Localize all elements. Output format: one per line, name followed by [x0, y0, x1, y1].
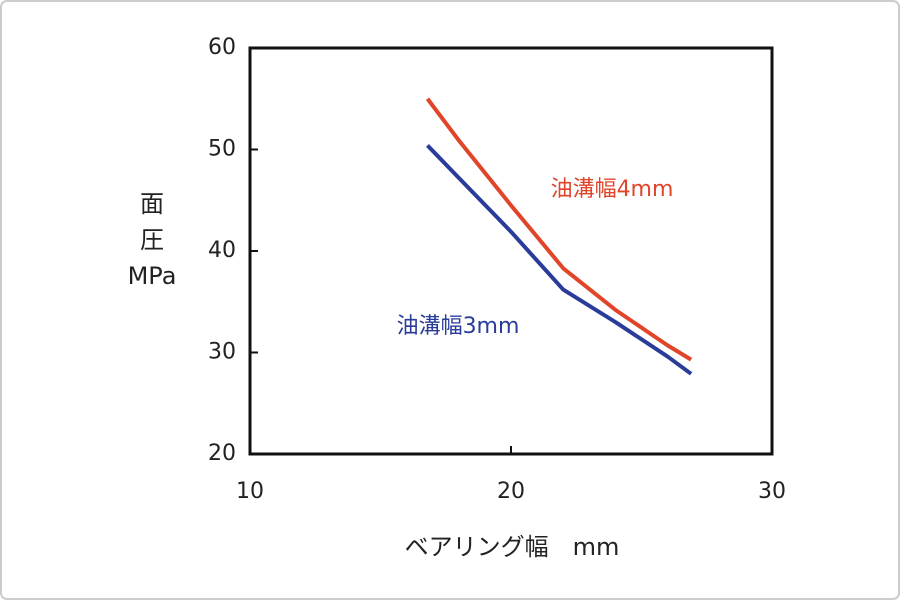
series-line	[426, 144, 693, 376]
y-axis-label: MPa	[128, 262, 177, 290]
series-line	[425, 97, 693, 362]
series-label: 油溝幅4mm	[551, 177, 674, 202]
y-tick-label: 50	[208, 137, 236, 162]
y-tick-label: 30	[208, 340, 236, 365]
y-tick-label: 20	[208, 441, 236, 466]
y-tick-label: 40	[208, 238, 236, 263]
series-label: 油溝幅3mm	[397, 314, 520, 339]
y-axis-label: 面	[140, 190, 164, 218]
x-tick-label: 20	[497, 479, 525, 504]
x-tick-label: 30	[758, 479, 786, 504]
y-tick-label: 60	[208, 35, 236, 60]
y-axis-label: 圧	[140, 226, 164, 254]
plot-area	[248, 46, 774, 456]
x-tick-label: 10	[236, 479, 264, 504]
x-axis-label: ベアリング幅 mm	[405, 533, 620, 561]
